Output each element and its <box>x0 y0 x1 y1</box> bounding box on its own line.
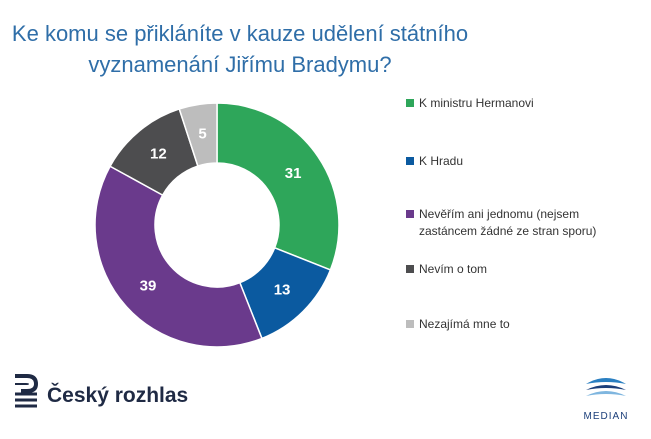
legend-swatch <box>406 320 414 328</box>
legend-swatch <box>406 99 414 107</box>
chart-title: Ke komu se přikláníte v kauze udělení st… <box>0 18 480 80</box>
data-label-hermanovi: 31 <box>285 165 302 182</box>
data-label-nevim: 12 <box>150 146 167 163</box>
legend-item-nevim: Nevím o tom <box>406 261 619 278</box>
data-label-hradu: 13 <box>274 282 291 299</box>
chart-title-line-2: vyznamenání Jiřímu Bradymu? <box>88 52 392 77</box>
legend-label: Nevím o tom <box>419 262 488 276</box>
data-label-nezajima: 5 <box>198 126 206 143</box>
legend-swatch <box>406 210 414 218</box>
donut-slice-neverim <box>94 165 263 348</box>
donut-slice-nezajima <box>178 102 218 167</box>
donut-slice-hermanovi <box>216 102 340 271</box>
legend-item-neverim: Nevěřím ani jednomu (nejsem zastáncem žá… <box>406 206 619 240</box>
cesky-rozhlas-brand: Český rozhlas <box>13 374 188 408</box>
cesky-rozhlas-name: Český rozhlas <box>47 384 189 407</box>
legend-item-hermanovi: K ministru Hermanovi <box>406 95 619 112</box>
legend-label: Nevěřím ani jednomu (nejsem zastáncem žá… <box>419 207 597 238</box>
legend-swatch <box>406 265 414 273</box>
legend-label: K ministru Hermanovi <box>419 96 534 110</box>
legend-swatch <box>406 157 414 165</box>
legend-label: Nezajímá mne to <box>419 317 510 331</box>
data-label-neverim: 39 <box>140 277 157 294</box>
median-name: MEDIAN <box>583 411 629 422</box>
legend-item-hradu: K Hradu <box>406 153 619 170</box>
cesky-rozhlas-logo-icon <box>15 374 39 408</box>
median-brand: MEDIAN <box>578 374 634 422</box>
legend-item-nezajima: Nezajímá mne to <box>406 316 619 333</box>
median-logo-icon <box>586 378 626 396</box>
legend-label: K Hradu <box>419 154 464 168</box>
chart-title-line-1: Ke komu se přikláníte v kauze udělení st… <box>11 21 469 46</box>
